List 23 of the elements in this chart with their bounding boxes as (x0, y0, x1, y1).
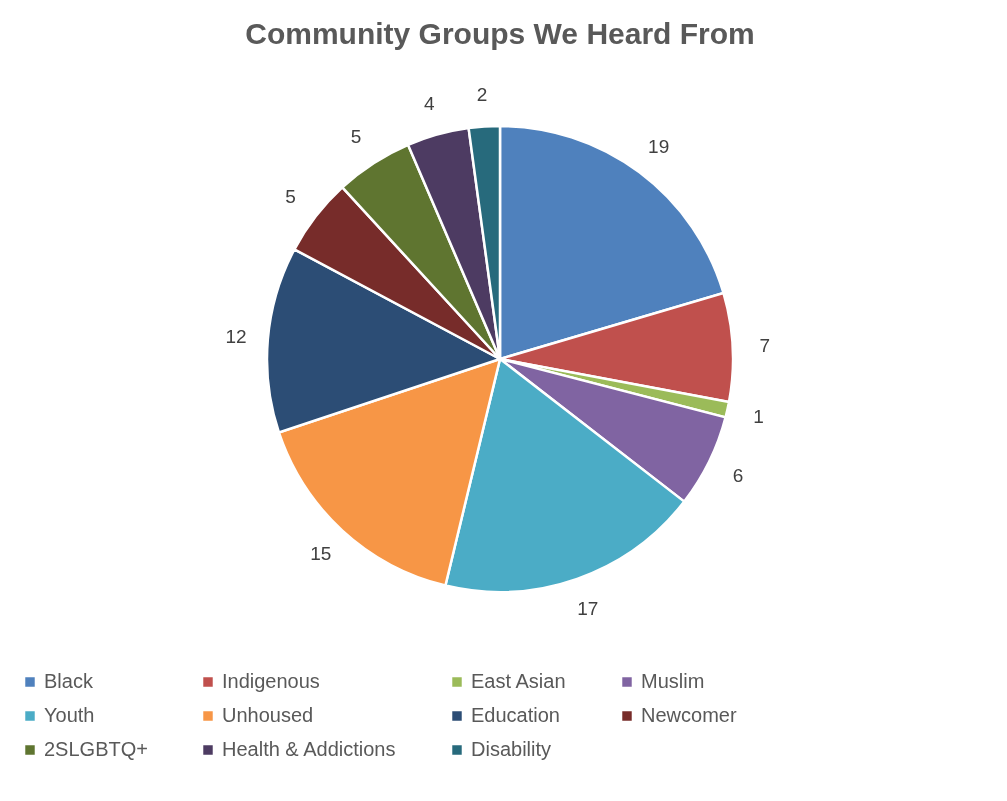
legend-label: Muslim (641, 670, 705, 692)
data-label: 5 (350, 125, 362, 147)
legend-label: Indigenous (222, 670, 320, 692)
legend-label: Health & Addictions (222, 738, 396, 760)
data-label: 1 (753, 405, 764, 427)
legend-label: East Asian (471, 670, 566, 692)
data-label: 7 (759, 334, 770, 356)
legend-label: Unhoused (222, 704, 314, 726)
legend-label: Black (44, 670, 94, 692)
data-label: 5 (285, 185, 296, 207)
data-label: 17 (577, 598, 599, 620)
data-label: 15 (310, 543, 332, 565)
data-label: 6 (732, 464, 744, 486)
data-label: 2 (476, 83, 488, 105)
legend-label: 2SLGBTQ+ (44, 738, 148, 760)
legend-label: Education (471, 704, 560, 726)
data-label: 12 (225, 325, 247, 347)
legend-label: Youth (44, 704, 95, 726)
chart-title: Community Groups We Heard From (245, 17, 755, 50)
data-label: 4 (423, 92, 435, 114)
data-label: 19 (648, 135, 670, 157)
legend-label: Disability (471, 738, 552, 760)
legend-label: Newcomer (641, 704, 737, 726)
